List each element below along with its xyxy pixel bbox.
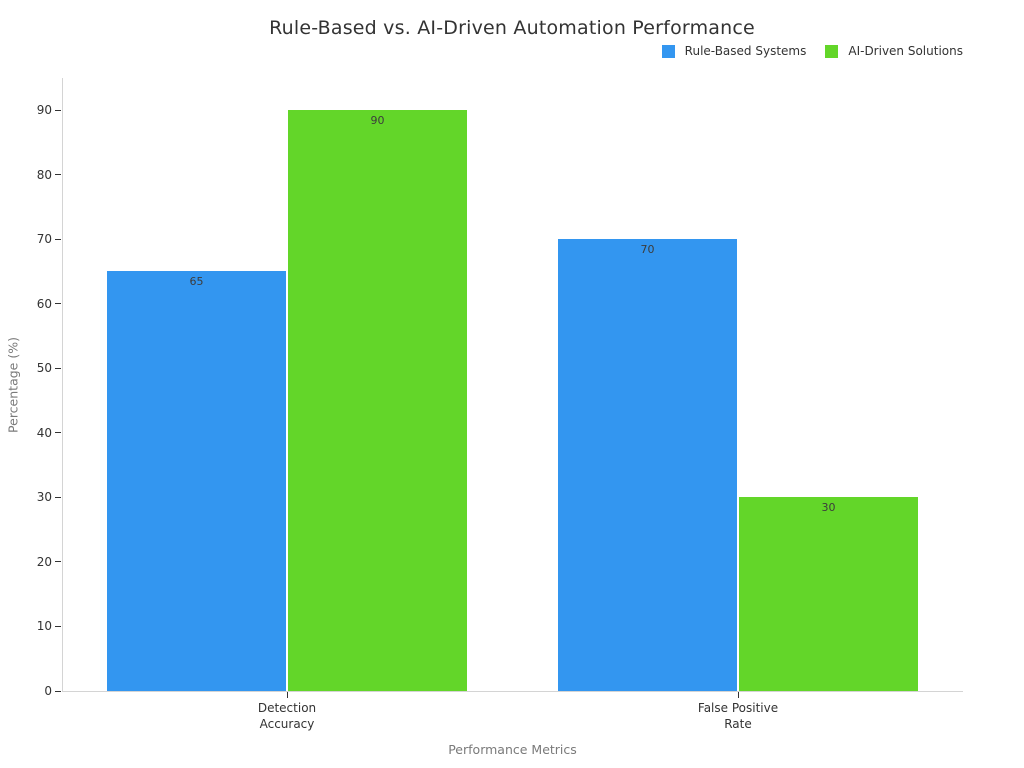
x-tick-label-false-positive-rate: False Positive Rate: [697, 701, 779, 731]
x-tick-mark: [737, 692, 739, 698]
legend: Rule-Based Systems AI-Driven Solutions: [661, 44, 963, 58]
y-axis-title: Percentage (%): [5, 337, 21, 433]
bar-value-label: 65: [189, 275, 204, 289]
y-tick-label: 80: [36, 167, 52, 182]
bar-value-label: 30: [821, 501, 836, 515]
y-tick-mark: [55, 303, 61, 305]
legend-swatch-rule-based-systems: [661, 44, 675, 58]
bar-rule-based-systems-detection-accuracy: 65: [107, 271, 286, 691]
chart-title: Rule-Based vs. AI-Driven Automation Perf…: [269, 17, 755, 39]
x-tick-mark: [286, 692, 288, 698]
y-tick-label: 10: [36, 619, 52, 634]
y-tick-mark: [55, 625, 61, 627]
y-tick-mark: [55, 367, 61, 369]
legend-item-rule-based-systems: Rule-Based Systems: [661, 44, 807, 58]
y-tick-label: 50: [36, 361, 52, 376]
y-tick-label: 90: [36, 103, 52, 117]
y-tick-mark: [55, 690, 61, 692]
y-tick-label: 70: [36, 232, 52, 247]
bar-ai-driven-solutions-detection-accuracy: 90: [288, 110, 467, 691]
bar-rule-based-systems-false-positive-rate: 70: [558, 239, 737, 691]
y-tick-mark: [55, 238, 61, 240]
x-axis-line: [62, 691, 963, 693]
y-axis-line: [62, 78, 64, 691]
legend-swatch-ai-driven-solutions: [825, 44, 839, 58]
y-tick-mark: [55, 432, 61, 434]
legend-label-rule-based-systems: Rule-Based Systems: [684, 44, 807, 58]
y-tick-mark: [55, 174, 61, 176]
y-tick-mark: [55, 496, 61, 498]
y-tick-label: 40: [36, 425, 52, 440]
bar-value-label: 70: [640, 243, 655, 257]
y-tick-mark: [55, 561, 61, 563]
legend-item-ai-driven-solutions: AI-Driven Solutions: [825, 44, 963, 58]
bar-ai-driven-solutions-false-positive-rate: 30: [739, 497, 918, 691]
x-axis-title: Performance Metrics: [448, 742, 577, 757]
x-tick-label-detection-accuracy: Detection Accuracy: [257, 701, 317, 731]
bar-value-label: 90: [370, 114, 385, 127]
y-tick-label: 0: [44, 684, 52, 698]
y-tick-mark: [55, 109, 61, 111]
legend-label-ai-driven-solutions: AI-Driven Solutions: [848, 44, 963, 58]
y-tick-label: 60: [36, 296, 52, 311]
y-tick-label: 20: [36, 554, 52, 569]
y-tick-label: 30: [36, 490, 52, 505]
